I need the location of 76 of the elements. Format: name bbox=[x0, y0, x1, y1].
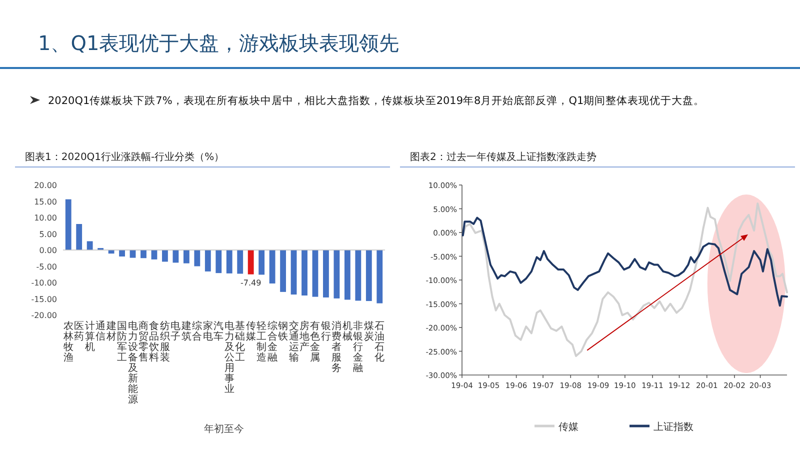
x-tick-label: 钢铁 bbox=[277, 321, 288, 342]
bar bbox=[376, 250, 383, 304]
bar bbox=[86, 241, 93, 250]
x-tick-label: 交通运输 bbox=[288, 320, 299, 364]
bar bbox=[216, 250, 222, 274]
x-tick-label: 轻工制造 bbox=[256, 320, 267, 364]
x-tick-label: 纺织服装 bbox=[160, 320, 170, 364]
bar bbox=[162, 250, 168, 262]
bar bbox=[290, 250, 297, 295]
x-tick-label: 房地产 bbox=[298, 320, 310, 353]
y-tick-label: -20.00 bbox=[31, 311, 57, 320]
bar bbox=[323, 250, 329, 298]
x-tick-label: 国防军工 bbox=[117, 321, 128, 364]
x-tick-label: 电子 bbox=[170, 320, 181, 342]
line-series bbox=[462, 216, 788, 307]
x-tick-label: 银行 bbox=[320, 321, 331, 342]
bar bbox=[258, 250, 265, 275]
bar bbox=[366, 250, 372, 302]
bar bbox=[140, 250, 146, 258]
bar bbox=[280, 250, 286, 292]
y-tick-label: -10.00 bbox=[31, 278, 57, 288]
x-tick-label: 汽车 bbox=[214, 320, 224, 342]
data-label: -7.49 bbox=[240, 278, 262, 288]
bar bbox=[312, 250, 318, 297]
x-tick-label: 综合金融 bbox=[267, 320, 278, 364]
bar bbox=[344, 250, 350, 300]
y-tick-label: 0.00 bbox=[39, 246, 57, 255]
x-tick-label: 传媒 bbox=[246, 321, 256, 342]
x-tick-label: 消费者服务 bbox=[332, 320, 342, 374]
x-tick-label: 计算机 bbox=[84, 320, 95, 353]
x-tick-label: 有色金属 bbox=[310, 320, 320, 364]
y-tick-label: 15.00 bbox=[34, 197, 57, 206]
y-tick-label: 10.00 bbox=[34, 214, 57, 222]
bar bbox=[194, 250, 200, 266]
y-tick-label: -5.00 bbox=[36, 262, 57, 272]
text: 2020Q1传媒板块下跌7%，表现在所有板块中居中，相比大盘指数，传媒板块至2019年8月开始底部反弹，Q1期间整体表现优于大盘。 bbox=[48, 94, 705, 107]
x-tick-label: 机械 bbox=[342, 320, 352, 342]
x-axis-title: 年初至今 bbox=[204, 423, 244, 435]
bar bbox=[334, 250, 340, 298]
chart-title: 图表2：过去一年传媒及上证指数涨跌走势 bbox=[410, 151, 596, 163]
bar bbox=[119, 250, 125, 256]
bar bbox=[226, 250, 232, 274]
bar bbox=[183, 250, 190, 264]
x-tick-label: 煤炭 bbox=[364, 320, 374, 342]
bar bbox=[65, 199, 72, 250]
bar bbox=[130, 250, 136, 258]
line-series bbox=[462, 202, 788, 357]
x-tick-label: 家电 bbox=[202, 320, 213, 342]
x-tick-label: 建筑 bbox=[180, 320, 192, 342]
chart-title: 图表1：2020Q1行业涨跌幅-行业分类（%） bbox=[25, 151, 224, 163]
y-tick-label: 5.00 bbox=[39, 230, 57, 239]
x-tick-label: 建材 bbox=[105, 320, 116, 342]
x-tick-label: 食品饮料 bbox=[148, 320, 160, 364]
bar bbox=[237, 250, 244, 274]
bar bbox=[248, 250, 254, 274]
legend-label: 传媒 bbox=[558, 422, 578, 433]
x-tick-label: 通信 bbox=[96, 320, 106, 342]
bar bbox=[204, 250, 211, 272]
y-tick-label: -15.00 bbox=[31, 294, 57, 304]
bar bbox=[302, 250, 308, 296]
x-tick-label: 石油石化 bbox=[374, 321, 385, 364]
x-tick-label: 农林牧渔 bbox=[62, 321, 74, 364]
text: 1、Q1表现优于大盘，游戏板块表现领先 bbox=[38, 31, 400, 55]
x-tick-label: 商贸零售 bbox=[138, 320, 148, 364]
x-tick-label: 基础化工 bbox=[234, 320, 246, 364]
x-tick-label: 电力及公用事业 bbox=[224, 320, 234, 395]
x-tick-label: 非银行金融 bbox=[352, 320, 364, 374]
x-tick-label: 综合 bbox=[192, 320, 202, 342]
bar bbox=[355, 250, 362, 301]
x-tick-label: 电力设备及新能源 bbox=[128, 320, 138, 406]
bar bbox=[269, 250, 276, 284]
bar bbox=[172, 250, 179, 263]
legend-label: 上证指数 bbox=[654, 421, 694, 433]
y-tick-label: 20.00 bbox=[34, 181, 57, 190]
bar bbox=[76, 224, 82, 250]
x-tick-label: 医药 bbox=[74, 321, 84, 342]
